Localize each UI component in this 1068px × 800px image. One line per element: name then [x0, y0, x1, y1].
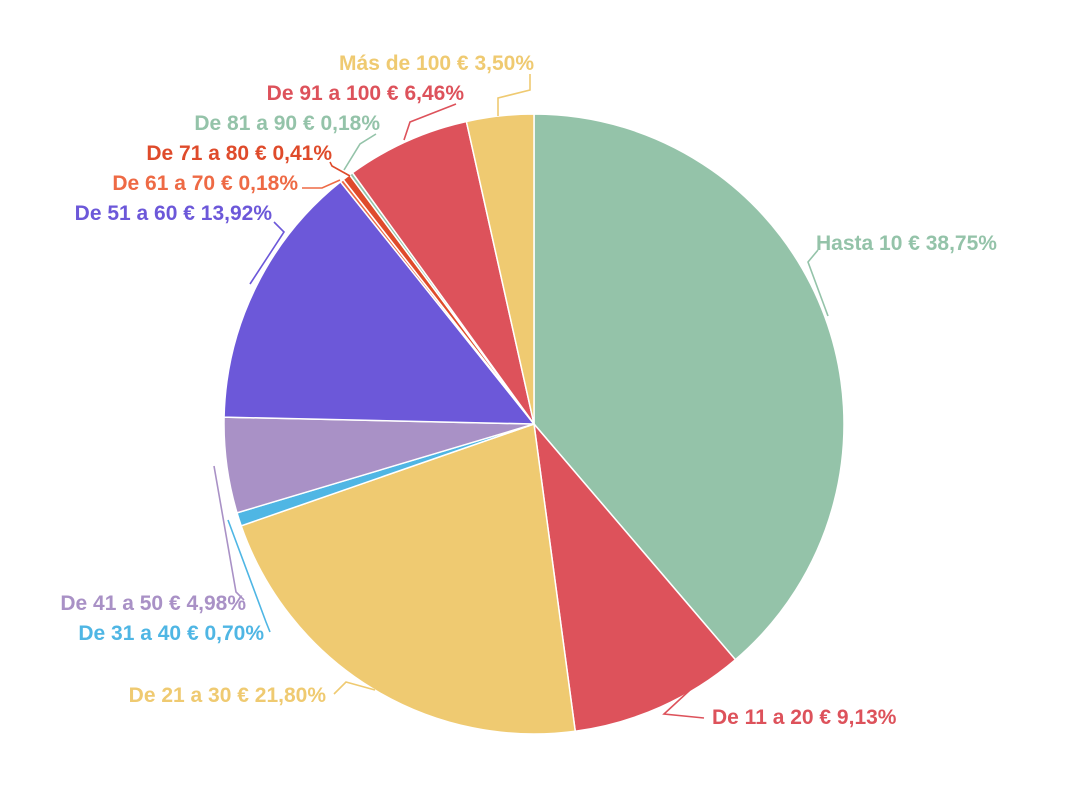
label-de-81-a-90-eur: De 81 a 90 € 0,18% — [194, 112, 380, 135]
label-de-21-a-30-eur: De 21 a 30 € 21,80% — [129, 684, 327, 707]
slice-mas-de-100-eur — [465, 113, 535, 425]
slice-de-21-a-30-eur — [240, 422, 577, 735]
leader-de-11-a-20-eur — [662, 689, 705, 719]
leader-de-21-a-30-eur — [333, 681, 376, 695]
leader-hasta-10-eur — [807, 249, 829, 317]
leader-de-31-a-40-eur — [227, 519, 271, 633]
leader-de-51-a-60-eur — [249, 221, 286, 285]
pie-slices — [223, 113, 845, 735]
leader-mas-de-100-eur — [497, 74, 531, 116]
leader-de-41-a-50-eur — [213, 465, 245, 601]
slice-hasta-10-eur — [533, 113, 845, 661]
label-de-61-a-70-eur: De 61 a 70 € 0,18% — [112, 172, 298, 195]
label-de-11-a-20-eur: De 11 a 20 € 9,13% — [712, 706, 897, 729]
label-de-91-a-100-eur: De 91 a 100 € 6,46% — [267, 82, 465, 105]
slice-de-11-a-20-eur — [532, 421, 737, 733]
leader-lines — [213, 74, 829, 719]
label-mas-de-100-eur: Más de 100 € 3,50% — [339, 52, 534, 75]
slice-de-51-a-60-eur — [223, 180, 536, 425]
label-de-51-a-60-eur: De 51 a 60 € 13,92% — [75, 202, 273, 225]
leader-de-91-a-100-eur — [403, 103, 457, 141]
label-de-71-a-80-eur: De 71 a 80 € 0,41% — [146, 142, 332, 165]
slice-de-91-a-100-eur — [351, 120, 535, 425]
label-hasta-10-eur: Hasta 10 € 38,75% — [816, 232, 997, 255]
leader-de-81-a-90-eur — [343, 133, 377, 171]
leader-de-61-a-70-eur — [302, 179, 341, 189]
leader-de-71-a-80-eur — [329, 161, 351, 177]
label-de-31-a-40-eur: De 31 a 40 € 0,70% — [78, 622, 264, 645]
label-de-41-a-50-eur: De 41 a 50 € 4,98% — [60, 592, 246, 615]
slice-labels: Hasta 10 € 38,75% De 11 a 20 € 9,13% De 21… — [60, 52, 997, 729]
